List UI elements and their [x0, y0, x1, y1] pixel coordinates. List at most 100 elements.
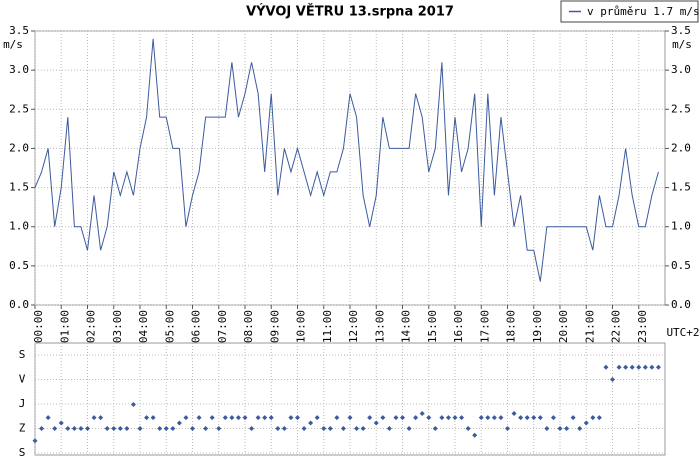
- direction-point: [308, 420, 314, 426]
- direction-point: [78, 426, 84, 431]
- direction-point: [91, 415, 97, 421]
- direction-point: [603, 364, 609, 370]
- direction-point: [629, 364, 635, 370]
- direction-point: [354, 426, 360, 431]
- direction-point: [157, 426, 163, 431]
- y-tick-label: 3.5: [9, 24, 29, 37]
- direction-point: [58, 420, 64, 426]
- x-tick-label: 09:00: [268, 310, 281, 343]
- x-tick-label: 16:00: [452, 310, 465, 343]
- direction-point: [380, 415, 386, 421]
- direction-point: [242, 415, 248, 421]
- direction-point: [65, 426, 71, 431]
- direction-point: [229, 415, 235, 421]
- direction-point: [518, 415, 524, 421]
- direction-point: [544, 426, 550, 431]
- x-tick-label: 15:00: [426, 310, 439, 343]
- direction-point: [347, 415, 353, 421]
- direction-point: [426, 415, 432, 421]
- direction-point: [524, 415, 530, 421]
- x-tick-label: 04:00: [137, 310, 150, 343]
- direction-point: [649, 364, 655, 370]
- y-tick-label-right: 3.0: [671, 63, 691, 76]
- y-tick-label-right: 1.5: [671, 181, 691, 194]
- direction-point: [334, 415, 340, 421]
- direction-point: [39, 426, 45, 431]
- y-tick-label: 2.5: [9, 102, 29, 115]
- direction-point: [577, 426, 583, 431]
- x-tick-label: 06:00: [190, 310, 203, 343]
- y-tick-label: V: [19, 373, 26, 386]
- direction-point: [301, 426, 307, 431]
- direction-point: [557, 426, 563, 431]
- direction-point: [314, 415, 320, 421]
- direction-point: [209, 415, 215, 421]
- direction-point: [281, 426, 287, 431]
- direction-point: [130, 402, 136, 408]
- direction-point: [452, 415, 458, 421]
- y-unit-left: m/s: [3, 38, 23, 51]
- direction-point: [655, 364, 661, 370]
- y-tick-label: S: [19, 446, 26, 459]
- direction-point: [137, 426, 143, 431]
- direction-point: [249, 426, 255, 431]
- x-tick-label: 18:00: [505, 310, 518, 343]
- direction-point: [432, 426, 438, 431]
- direction-point: [465, 426, 471, 431]
- direction-point: [537, 415, 543, 421]
- plot-frame: [34, 30, 666, 306]
- y-tick-label-right: 0.5: [671, 259, 691, 272]
- direction-point: [583, 420, 589, 426]
- x-tick-label: 05:00: [163, 310, 176, 343]
- y-tick-label-right: 2.0: [671, 141, 691, 154]
- direction-point: [203, 426, 209, 431]
- y-tick-label-right: 2.5: [671, 102, 691, 115]
- direction-point: [478, 415, 484, 421]
- direction-point: [623, 364, 629, 370]
- direction-point: [406, 426, 412, 431]
- direction-point: [327, 426, 333, 431]
- y-tick-label-right: 0.0: [671, 298, 691, 311]
- x-tick-label: 10:00: [295, 310, 308, 343]
- legend-box: [560, 0, 699, 23]
- y-tick-label-right: 3.5: [671, 24, 691, 37]
- direction-point: [275, 426, 281, 431]
- y-tick-label: 2.0: [9, 141, 29, 154]
- y-tick-label: 0.0: [9, 298, 29, 311]
- y-tick-label: Z: [19, 422, 26, 435]
- direction-point: [288, 415, 294, 421]
- direction-point: [111, 426, 117, 431]
- y-tick-label: 1.5: [9, 181, 29, 194]
- y-tick-label: 1.0: [9, 220, 29, 233]
- y-tick-label: S: [19, 348, 26, 361]
- direction-point: [170, 426, 176, 431]
- x-tick-label: 23:00: [636, 310, 649, 343]
- y-tick-label: J: [19, 397, 26, 410]
- x-tick-label: 11:00: [321, 310, 334, 343]
- direction-point: [104, 426, 110, 431]
- direction-point: [176, 420, 182, 426]
- direction-point: [498, 415, 504, 421]
- direction-point: [144, 415, 150, 421]
- direction-point: [295, 415, 300, 421]
- direction-point: [32, 438, 38, 444]
- x-tick-label: 21:00: [583, 310, 596, 343]
- direction-point: [262, 415, 268, 421]
- direction-point: [98, 415, 104, 421]
- x-tick-label: 20:00: [557, 310, 570, 343]
- direction-point: [340, 426, 346, 431]
- direction-point: [268, 415, 274, 421]
- direction-point: [190, 426, 195, 431]
- direction-point: [590, 415, 596, 421]
- direction-point: [124, 426, 130, 431]
- direction-point: [610, 377, 615, 382]
- y-tick-label-right: 1.0: [671, 220, 691, 233]
- x-tick-label: 08:00: [242, 310, 255, 343]
- x-tick-label: 07:00: [216, 310, 229, 343]
- direction-point: [642, 364, 648, 370]
- direction-point: [400, 415, 405, 421]
- direction-point: [491, 415, 497, 421]
- direction-point: [439, 415, 445, 421]
- direction-point: [636, 364, 642, 370]
- x-axis-label: UTC+2: [666, 326, 699, 339]
